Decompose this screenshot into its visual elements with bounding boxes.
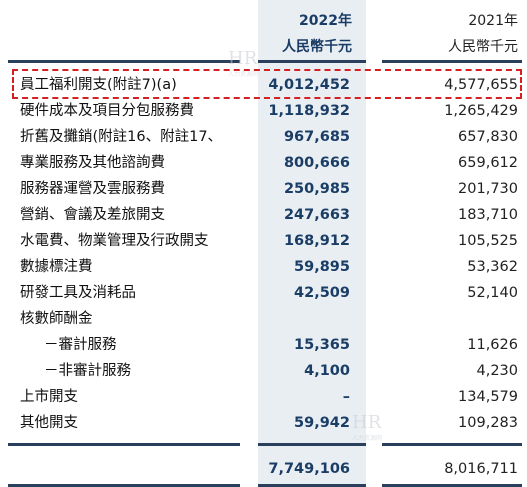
row-label: 上市開支 — [20, 389, 78, 405]
value-2022: 1,118,932 — [268, 103, 350, 119]
row-label: 研發工具及消耗品 — [20, 285, 136, 301]
table-row: 員工福利開支(附註7)(a) 4,012,452 4,577,655 — [0, 72, 527, 98]
total-rule-2021 — [382, 484, 522, 487]
table-row: 水電費、物業管理及行政開支 168,912 105,525 — [0, 228, 527, 254]
header-rule-2021 — [382, 60, 522, 63]
value-2021: 657,830 — [458, 129, 518, 145]
value-2022: 4,100 — [304, 363, 350, 379]
total-rule-label — [8, 484, 240, 487]
table-row: 營銷、會議及差旅開支 247,663 183,710 — [0, 202, 527, 228]
row-label: 折舊及攤銷(附註16、附註17、 — [20, 129, 223, 145]
row-label: 數據標注費 — [20, 259, 93, 275]
row-label: －非審計服務 — [44, 363, 131, 379]
row-label: 專業服務及其他諮詢費 — [20, 155, 165, 171]
total-row: 7,749,106 8,016,711 — [0, 456, 527, 482]
value-2021: 4,230 — [476, 363, 518, 379]
total-rule-2022 — [258, 484, 366, 487]
row-label: －審計服務 — [44, 337, 117, 353]
header-2022-year: 2022年 — [299, 13, 352, 29]
value-2021: 52,140 — [467, 285, 518, 301]
table-row: 專業服務及其他諮詢費 800,666 659,612 — [0, 150, 527, 176]
value-2021: 109,283 — [458, 415, 518, 431]
value-2021: 11,626 — [467, 337, 518, 353]
watermark-top: HR 人力资源网 — [228, 48, 259, 78]
value-2022: 967,685 — [283, 129, 350, 145]
value-2021: 4,577,655 — [444, 77, 518, 93]
current-year-column-shading — [258, 0, 366, 487]
row-label: 水電費、物業管理及行政開支 — [20, 233, 209, 249]
value-2022: 15,365 — [294, 337, 350, 353]
value-2022: 168,912 — [283, 233, 350, 249]
value-2021: 105,525 — [458, 233, 518, 249]
table-row: －審計服務 15,365 11,626 — [0, 332, 527, 358]
value-2022: 800,666 — [283, 155, 350, 171]
value-2021: 183,710 — [458, 207, 518, 223]
subtotal-rule-2022 — [258, 443, 366, 446]
highlight-box — [12, 69, 522, 99]
row-label: 其他開支 — [20, 415, 78, 431]
value-2022: 250,985 — [283, 181, 350, 197]
total-2022: 7,749,106 — [268, 461, 350, 477]
table-row: 折舊及攤銷(附註16、附註17、 967,685 657,830 — [0, 124, 527, 150]
table-row: 數據標注費 59,895 53,362 — [0, 254, 527, 280]
value-2021: 53,362 — [467, 259, 518, 275]
table-row: 其他開支 59,942 109,283 — [0, 410, 527, 436]
table-row: 研發工具及消耗品 42,509 52,140 — [0, 280, 527, 306]
value-2021: 659,612 — [458, 155, 518, 171]
value-2021: 134,579 — [458, 389, 518, 405]
subtotal-rule-2021 — [382, 443, 522, 446]
header-2021-year: 2021年 — [468, 13, 518, 29]
row-label: 服務器運營及雲服務費 — [20, 181, 165, 197]
value-2021: 201,730 — [458, 181, 518, 197]
header-rule-label — [8, 60, 240, 63]
header-rule-2022 — [258, 60, 366, 63]
total-2021: 8,016,711 — [444, 461, 518, 477]
value-2022: 4,012,452 — [268, 77, 350, 93]
table-row: 服務器運營及雲服務費 250,985 201,730 — [0, 176, 527, 202]
watermark-bottom: HR 人力资源网 — [352, 412, 383, 442]
value-2022: – — [342, 389, 350, 405]
row-label: 硬件成本及項目分包服務費 — [20, 103, 194, 119]
table-row: 上市開支 – 134,579 — [0, 384, 527, 410]
value-2022: 59,942 — [294, 415, 350, 431]
row-label: 營銷、會議及差旅開支 — [20, 207, 165, 223]
value-2021: 1,265,429 — [444, 103, 518, 119]
table-row: 核數師酬金 — [0, 306, 527, 332]
table-row: －非審計服務 4,100 4,230 — [0, 358, 527, 384]
value-2022: 42,509 — [294, 285, 350, 301]
value-2022: 59,895 — [294, 259, 350, 275]
subtotal-rule-label — [8, 443, 240, 446]
header-2021-unit: 人民幣千元 — [448, 39, 518, 55]
value-2022: 247,663 — [283, 207, 350, 223]
table-row: 硬件成本及項目分包服務費 1,118,932 1,265,429 — [0, 98, 527, 124]
header-2022-unit: 人民幣千元 — [282, 39, 352, 55]
row-label: 員工福利開支(附註7)(a) — [20, 77, 177, 93]
row-label: 核數師酬金 — [20, 311, 93, 327]
